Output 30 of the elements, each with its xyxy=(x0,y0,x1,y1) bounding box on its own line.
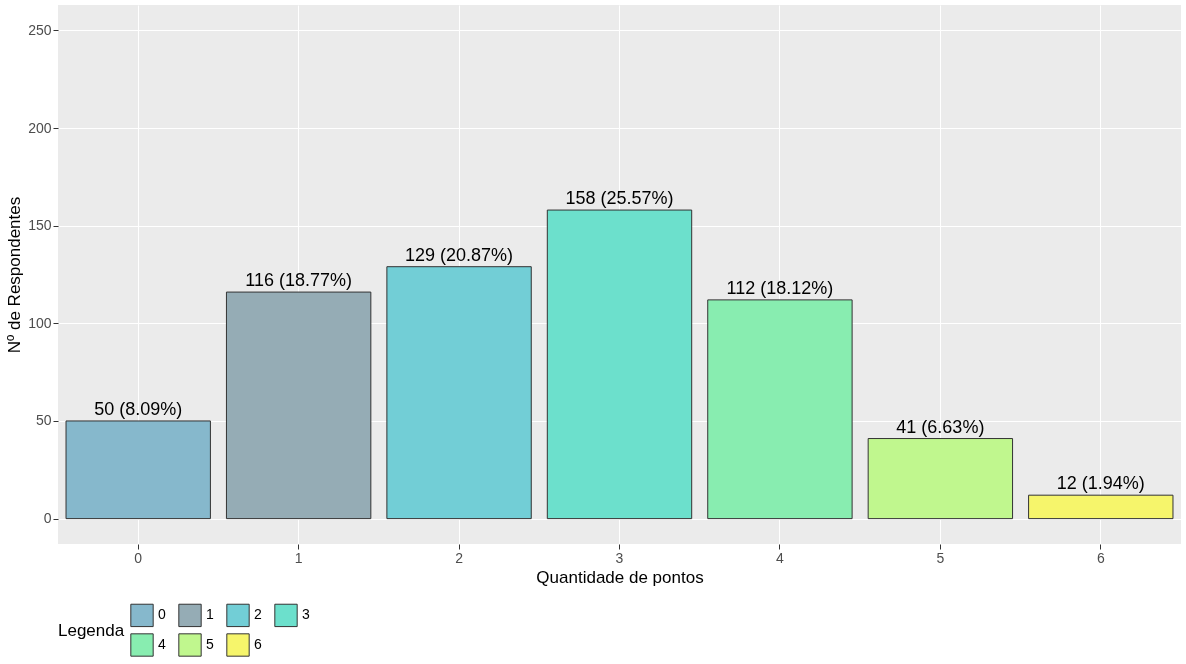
x-tick-label: 2 xyxy=(455,549,464,566)
y-tick-label: 200 xyxy=(28,119,52,136)
x-tick-label: 1 xyxy=(294,549,303,566)
legend-label: 3 xyxy=(302,606,310,623)
data-label: 41 (6.63%) xyxy=(896,416,985,437)
x-tick-label: 3 xyxy=(615,549,624,566)
legend-label: 0 xyxy=(158,606,166,623)
legend-label: 2 xyxy=(254,606,262,623)
y-tick-label: 250 xyxy=(28,21,52,38)
data-label: 112 (18.12%) xyxy=(726,277,834,298)
y-axis-title: Nº de Respondentes xyxy=(5,196,25,354)
legend-label: 5 xyxy=(206,636,214,652)
legend-label: 4 xyxy=(158,636,166,652)
legend-label: 1 xyxy=(206,606,214,623)
x-tick-label: 4 xyxy=(776,549,785,566)
data-label: 129 (20.87%) xyxy=(405,244,514,265)
data-label: 116 (18.77%) xyxy=(245,270,353,291)
y-tick-label: 100 xyxy=(28,314,52,331)
y-tick-label: 50 xyxy=(35,412,52,429)
data-label: 12 (1.94%) xyxy=(1056,473,1145,494)
data-label: 50 (8.09%) xyxy=(94,398,183,419)
x-tick-label: 5 xyxy=(936,549,945,566)
legend-label: 6 xyxy=(254,636,262,652)
y-tick-label: 0 xyxy=(43,510,52,527)
x-tick-label: 6 xyxy=(1096,549,1105,566)
y-tick-label: 150 xyxy=(28,217,52,234)
data-label: 158 (25.57%) xyxy=(565,188,674,209)
x-axis-title: Quantidade de pontos xyxy=(536,567,704,587)
legend-title: Legenda xyxy=(58,621,125,640)
x-tick-label: 0 xyxy=(134,549,143,566)
